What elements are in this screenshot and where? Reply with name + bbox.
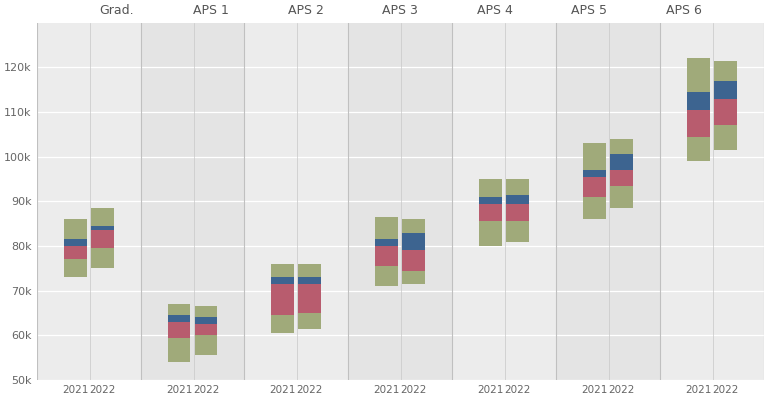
Bar — [349, 23, 452, 380]
Bar — [64, 219, 87, 239]
Bar — [583, 197, 606, 219]
Bar — [687, 136, 710, 161]
Bar — [64, 246, 87, 259]
Bar — [506, 203, 529, 221]
Bar — [687, 58, 710, 92]
Bar — [167, 338, 190, 362]
Bar — [194, 335, 217, 356]
Bar — [583, 177, 606, 197]
Bar — [167, 322, 190, 338]
Bar — [167, 315, 190, 322]
Bar — [402, 271, 425, 284]
Bar — [376, 217, 398, 239]
Bar — [687, 110, 710, 136]
Bar — [271, 315, 294, 333]
Bar — [506, 221, 529, 241]
Bar — [271, 284, 294, 315]
Bar — [714, 99, 737, 125]
Bar — [610, 154, 633, 170]
Bar — [610, 186, 633, 208]
Bar — [376, 266, 398, 286]
Bar — [479, 197, 502, 203]
Bar — [479, 221, 502, 246]
Bar — [376, 239, 398, 246]
Bar — [271, 277, 294, 284]
Bar — [64, 259, 87, 277]
Bar — [299, 313, 321, 329]
Bar — [91, 208, 114, 226]
Bar — [402, 251, 425, 271]
Bar — [479, 203, 502, 221]
Bar — [141, 23, 244, 380]
Bar — [610, 139, 633, 154]
Bar — [194, 324, 217, 335]
Bar — [37, 23, 141, 380]
Bar — [660, 23, 764, 380]
Bar — [91, 226, 114, 230]
Bar — [556, 23, 660, 380]
Bar — [194, 318, 217, 324]
Bar — [714, 125, 737, 150]
Bar — [506, 179, 529, 195]
Bar — [479, 179, 502, 197]
Bar — [167, 304, 190, 315]
Bar — [376, 246, 398, 266]
Bar — [299, 284, 321, 313]
Bar — [714, 81, 737, 99]
Bar — [610, 170, 633, 186]
Bar — [506, 195, 529, 203]
Bar — [271, 264, 294, 277]
Bar — [194, 306, 217, 318]
Bar — [402, 219, 425, 233]
Bar — [64, 239, 87, 246]
Bar — [583, 143, 606, 170]
Bar — [452, 23, 556, 380]
Bar — [91, 248, 114, 269]
Bar — [402, 233, 425, 251]
Bar — [91, 230, 114, 248]
Bar — [299, 264, 321, 277]
Bar — [583, 170, 606, 177]
Bar — [714, 61, 737, 81]
Bar — [244, 23, 349, 380]
Bar — [299, 277, 321, 284]
Bar — [687, 92, 710, 110]
